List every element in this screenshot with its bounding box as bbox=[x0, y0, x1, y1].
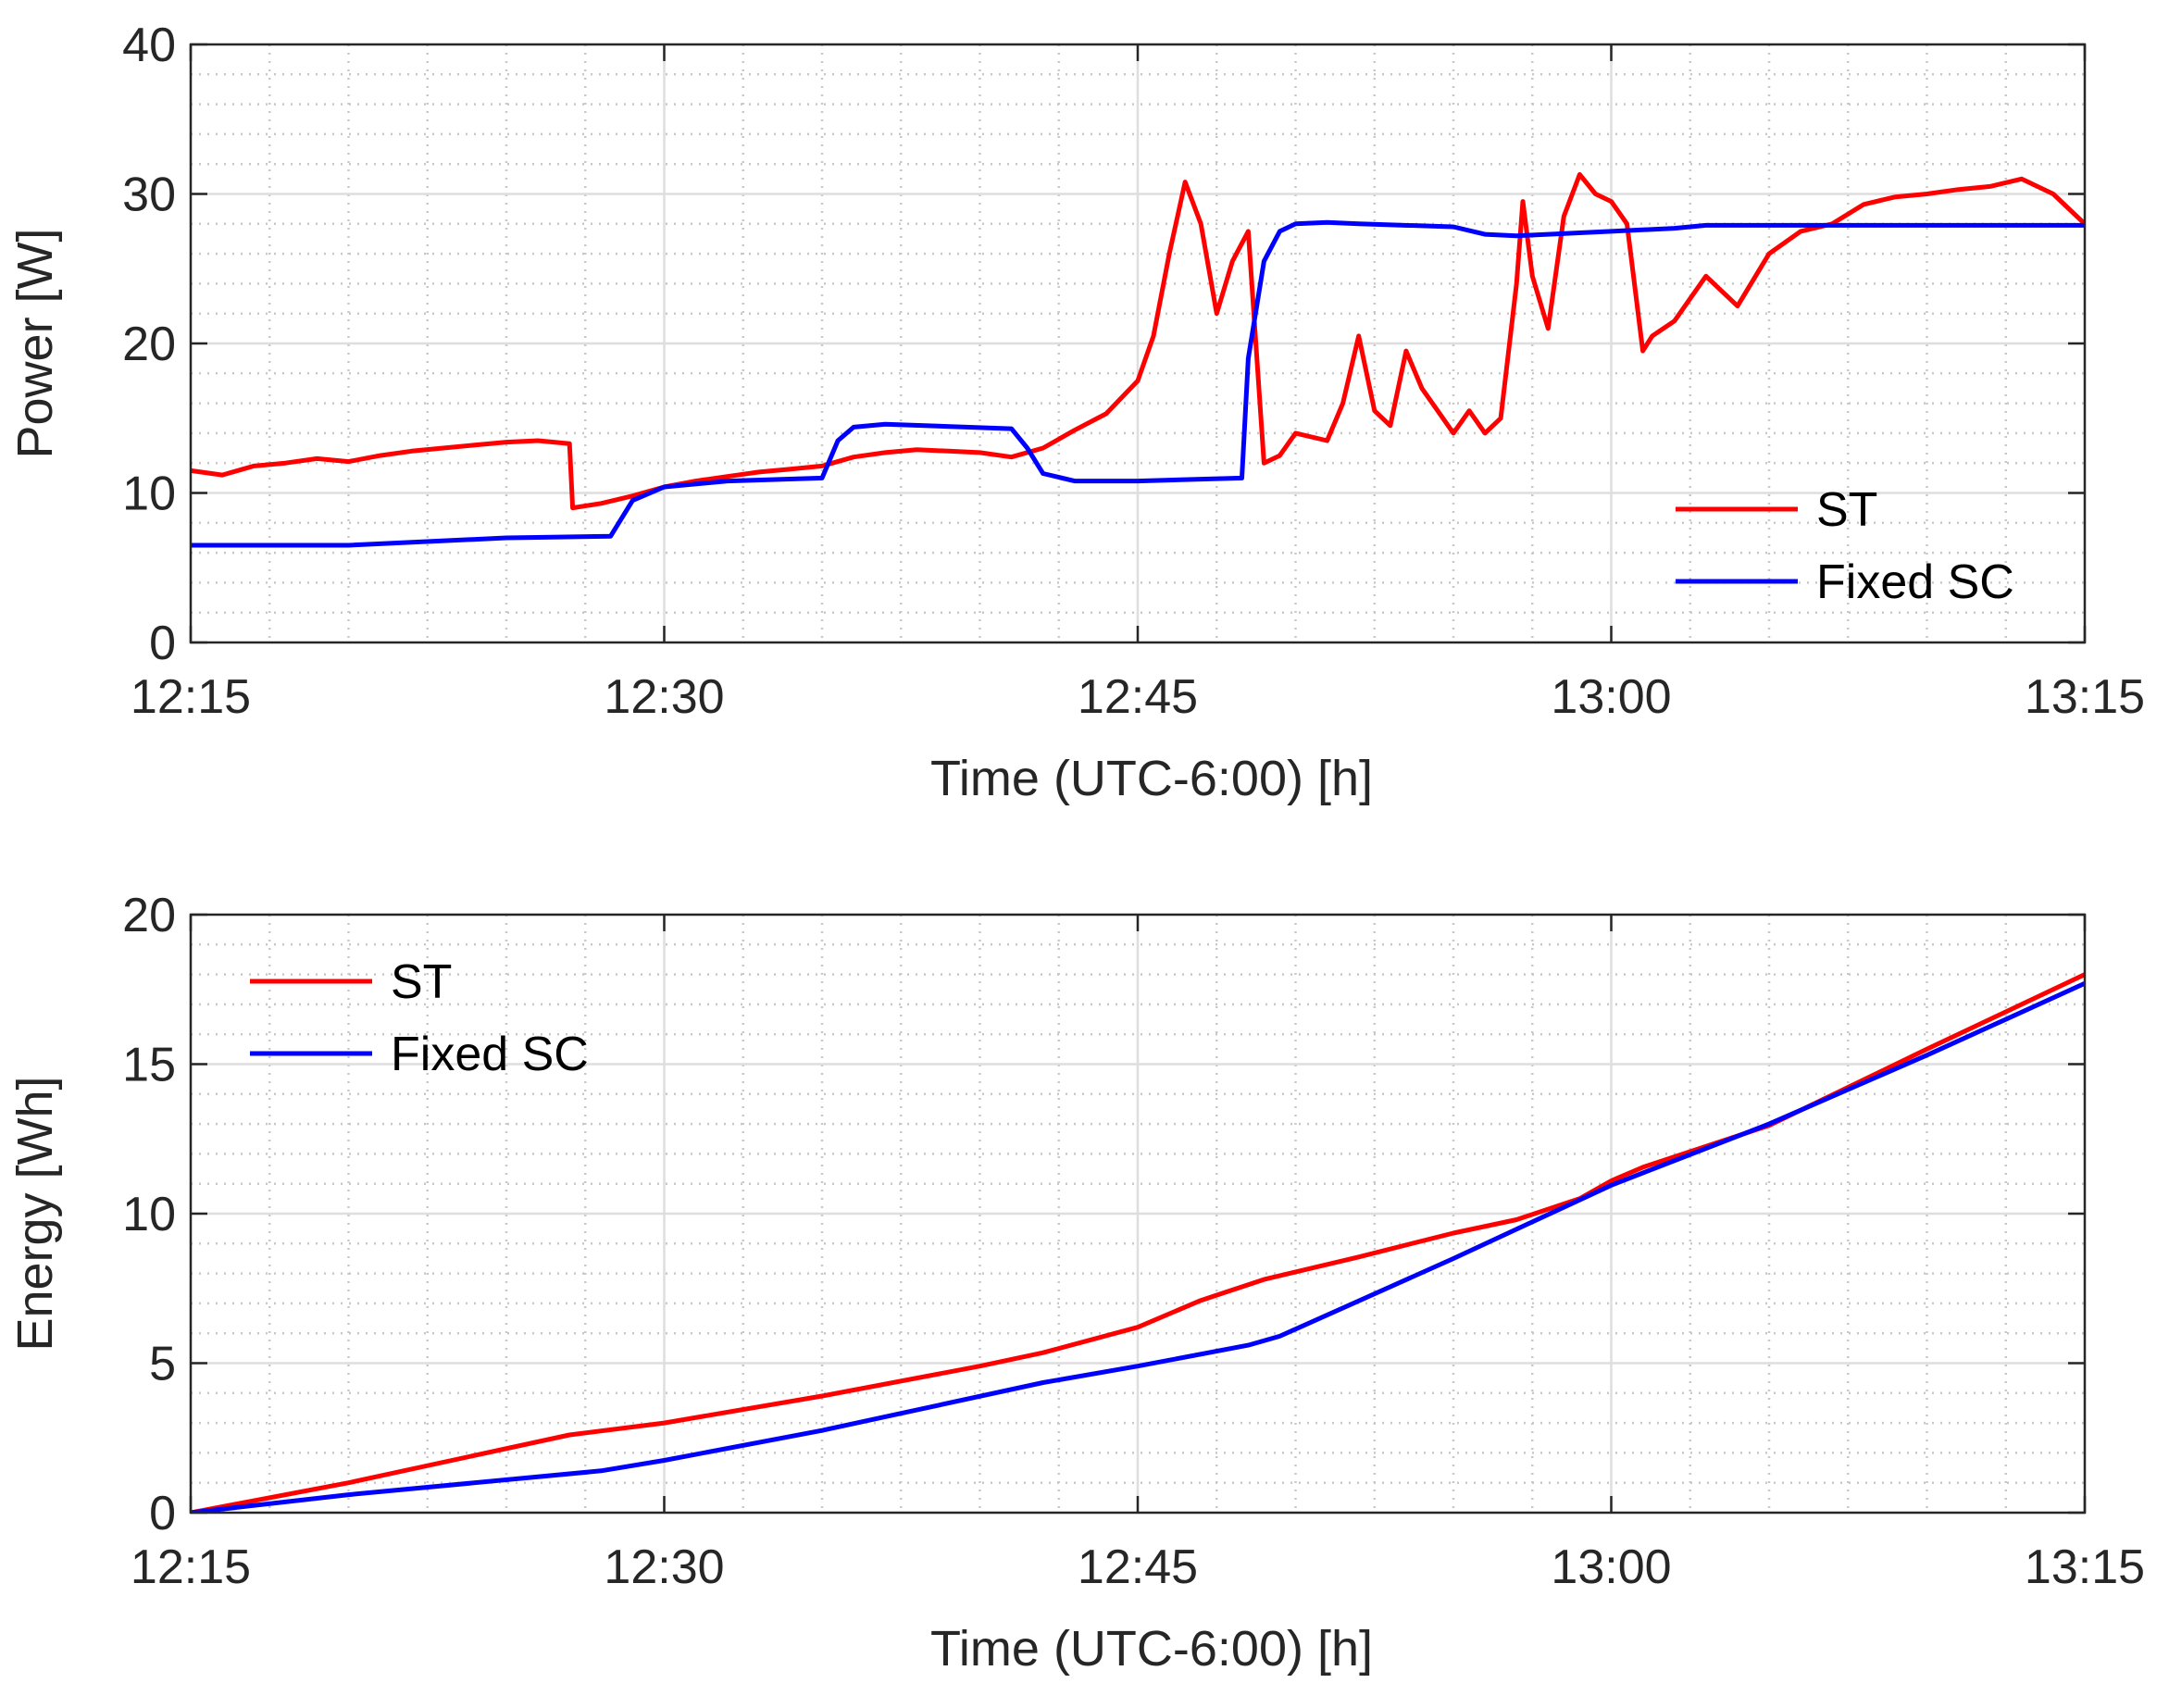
series-line-fixed-sc bbox=[191, 219, 2085, 548]
legend-label-fixed-sc: Fixed SC bbox=[391, 1028, 589, 1081]
y-axis-label: Energy [Wh] bbox=[7, 1076, 63, 1351]
y-axis-label: Power [W] bbox=[7, 228, 63, 458]
series-line-st bbox=[191, 172, 2085, 511]
y-tick-label: 10 bbox=[122, 1188, 176, 1241]
x-axis-label: Time (UTC-6:00) [h] bbox=[930, 751, 1373, 806]
chart-panel-2: 12:15 12:30 12:45 13:00 13:15 0 5 10 15 20 Time (U… bbox=[7, 889, 2145, 1677]
y-tick-label: 40 bbox=[122, 19, 176, 72]
legend-label-st: ST bbox=[391, 955, 452, 1009]
legend: ST Fixed SC bbox=[250, 955, 589, 1081]
y-tick-label: 10 bbox=[122, 468, 176, 521]
legend-label-st: ST bbox=[1816, 483, 1877, 537]
x-tick-label: 12:45 bbox=[1078, 1540, 1198, 1594]
y-tick-label: 30 bbox=[122, 168, 176, 222]
y-tick-label: 20 bbox=[122, 318, 176, 371]
x-tick-label: 13:00 bbox=[1551, 1540, 1671, 1594]
y-tick-label: 5 bbox=[149, 1338, 176, 1391]
series-group bbox=[191, 172, 2085, 548]
series-line-st bbox=[191, 972, 2085, 1513]
x-tick-label: 12:30 bbox=[604, 1540, 724, 1594]
legend-label-fixed-sc: Fixed SC bbox=[1816, 555, 2014, 609]
x-tick-label: 12:45 bbox=[1078, 670, 1198, 724]
x-axis-label: Time (UTC-6:00) [h] bbox=[930, 1621, 1373, 1677]
y-tick-label: 20 bbox=[122, 889, 176, 942]
series-group bbox=[191, 972, 2085, 1513]
x-tick-label: 12:30 bbox=[604, 670, 724, 724]
x-tick-label: 13:00 bbox=[1551, 670, 1671, 724]
y-tick-label: 0 bbox=[149, 1487, 176, 1540]
x-tick-label: 13:15 bbox=[2025, 1540, 2145, 1594]
chart-panel-1: 12:15 12:30 12:45 13:00 13:15 0 10 20 30 40 Time (… bbox=[7, 19, 2145, 806]
x-tick-label: 13:15 bbox=[2025, 670, 2145, 724]
legend: ST Fixed SC bbox=[1676, 483, 2014, 609]
y-tick-label: 15 bbox=[122, 1039, 176, 1092]
y-tick-label: 0 bbox=[149, 617, 176, 670]
series-line-fixed-sc bbox=[191, 980, 2085, 1513]
x-tick-label: 12:15 bbox=[131, 670, 251, 724]
x-tick-label: 12:15 bbox=[131, 1540, 251, 1594]
